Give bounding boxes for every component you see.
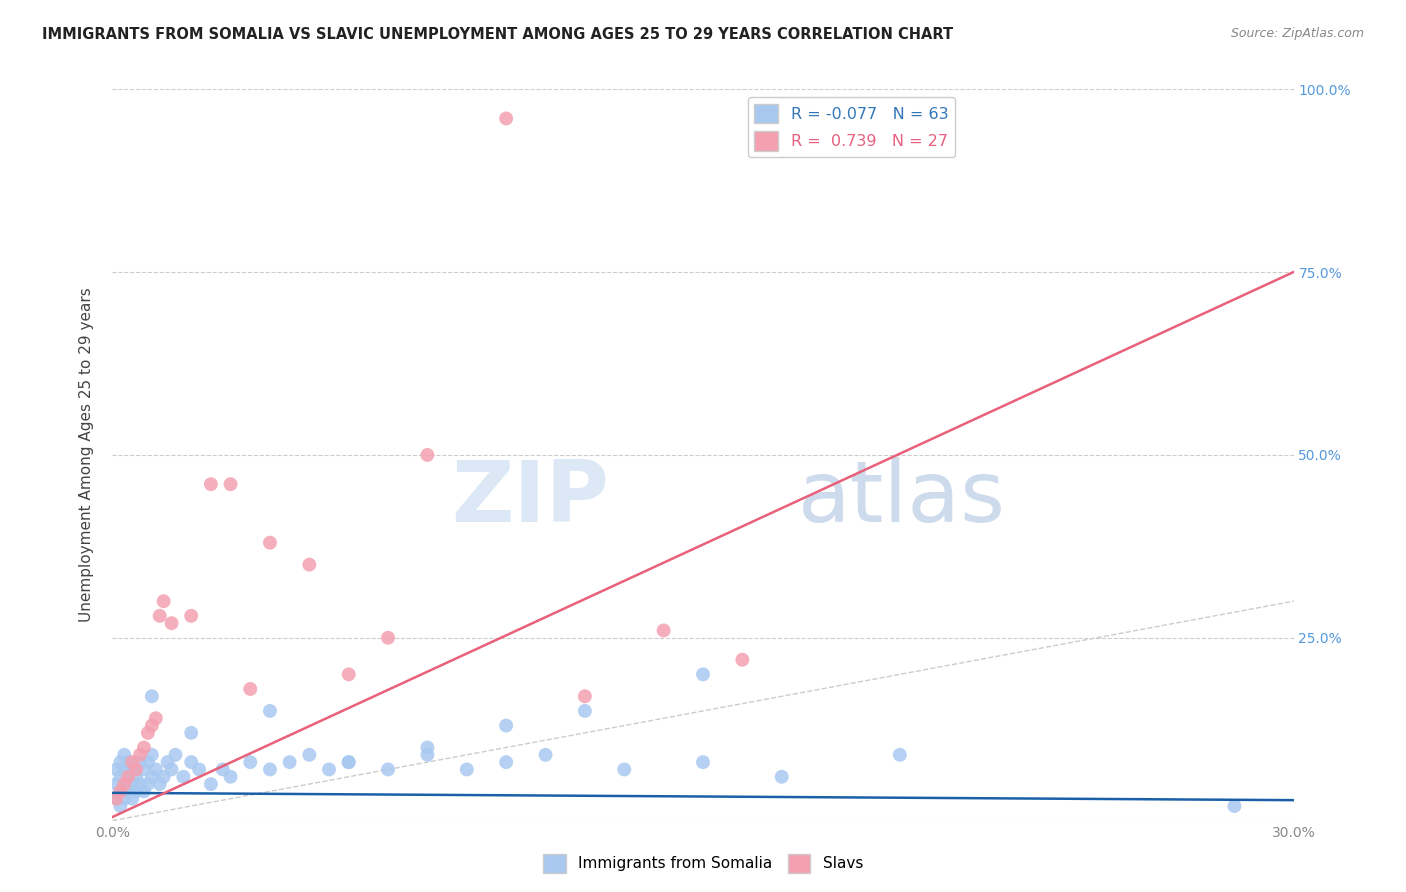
Point — [889, 747, 911, 762]
Point — [105, 791, 128, 805]
Point — [125, 770, 148, 784]
Point — [239, 755, 262, 769]
Text: Source: ZipAtlas.com: Source: ZipAtlas.com — [1230, 27, 1364, 40]
Point — [337, 667, 360, 681]
Point — [416, 740, 439, 755]
Point — [105, 763, 128, 777]
Point — [110, 799, 132, 814]
Legend: Immigrants from Somalia, Slavs: Immigrants from Somalia, Slavs — [537, 848, 869, 879]
Point — [121, 763, 143, 777]
Point — [110, 755, 132, 769]
Point — [337, 755, 360, 769]
Point — [495, 112, 517, 126]
Point — [160, 763, 183, 777]
Point — [1223, 799, 1246, 814]
Point — [117, 770, 139, 784]
Point — [121, 755, 143, 769]
Text: IMMIGRANTS FROM SOMALIA VS SLAVIC UNEMPLOYMENT AMONG AGES 25 TO 29 YEARS CORRELA: IMMIGRANTS FROM SOMALIA VS SLAVIC UNEMPL… — [42, 27, 953, 42]
Point — [259, 763, 281, 777]
Point — [125, 763, 148, 777]
Point — [219, 477, 242, 491]
Point — [112, 791, 135, 805]
Point — [141, 690, 163, 704]
Point — [117, 784, 139, 798]
Point — [160, 616, 183, 631]
Point — [145, 711, 167, 725]
Point — [200, 477, 222, 491]
Point — [129, 777, 152, 791]
Point — [574, 704, 596, 718]
Point — [141, 718, 163, 732]
Point — [129, 755, 152, 769]
Point — [278, 755, 301, 769]
Point — [125, 784, 148, 798]
Text: atlas: atlas — [797, 458, 1005, 541]
Point — [259, 535, 281, 549]
Point — [132, 763, 155, 777]
Point — [149, 608, 172, 623]
Text: ZIP: ZIP — [451, 458, 609, 541]
Point — [377, 763, 399, 777]
Point — [200, 777, 222, 791]
Point — [180, 726, 202, 740]
Point — [534, 747, 557, 762]
Point — [112, 777, 135, 791]
Point — [298, 747, 321, 762]
Point — [121, 777, 143, 791]
Point — [136, 755, 159, 769]
Point — [152, 594, 174, 608]
Point — [156, 755, 179, 769]
Point — [416, 448, 439, 462]
Point — [132, 784, 155, 798]
Y-axis label: Unemployment Among Ages 25 to 29 years: Unemployment Among Ages 25 to 29 years — [79, 287, 94, 623]
Point — [211, 763, 233, 777]
Point — [574, 690, 596, 704]
Point — [105, 777, 128, 791]
Point — [172, 770, 194, 784]
Point — [141, 770, 163, 784]
Point — [337, 755, 360, 769]
Point — [259, 704, 281, 718]
Point — [117, 770, 139, 784]
Point — [495, 718, 517, 732]
Point — [136, 777, 159, 791]
Point — [377, 631, 399, 645]
Point — [180, 755, 202, 769]
Point — [416, 747, 439, 762]
Point — [692, 667, 714, 681]
Point — [652, 624, 675, 638]
Point — [149, 777, 172, 791]
Point — [117, 755, 139, 769]
Point — [112, 763, 135, 777]
Point — [141, 747, 163, 762]
Point — [110, 770, 132, 784]
Point — [105, 791, 128, 805]
Point — [239, 681, 262, 696]
Point — [298, 558, 321, 572]
Point — [129, 747, 152, 762]
Point — [692, 755, 714, 769]
Point — [731, 653, 754, 667]
Point — [136, 726, 159, 740]
Point — [145, 763, 167, 777]
Point — [112, 777, 135, 791]
Point — [165, 747, 187, 762]
Point — [456, 763, 478, 777]
Point — [110, 784, 132, 798]
Point — [121, 791, 143, 805]
Point — [770, 770, 793, 784]
Point — [318, 763, 340, 777]
Point — [613, 763, 636, 777]
Point — [219, 770, 242, 784]
Point — [132, 740, 155, 755]
Point — [112, 747, 135, 762]
Point — [152, 770, 174, 784]
Point — [188, 763, 211, 777]
Point — [495, 755, 517, 769]
Point — [180, 608, 202, 623]
Point — [110, 784, 132, 798]
